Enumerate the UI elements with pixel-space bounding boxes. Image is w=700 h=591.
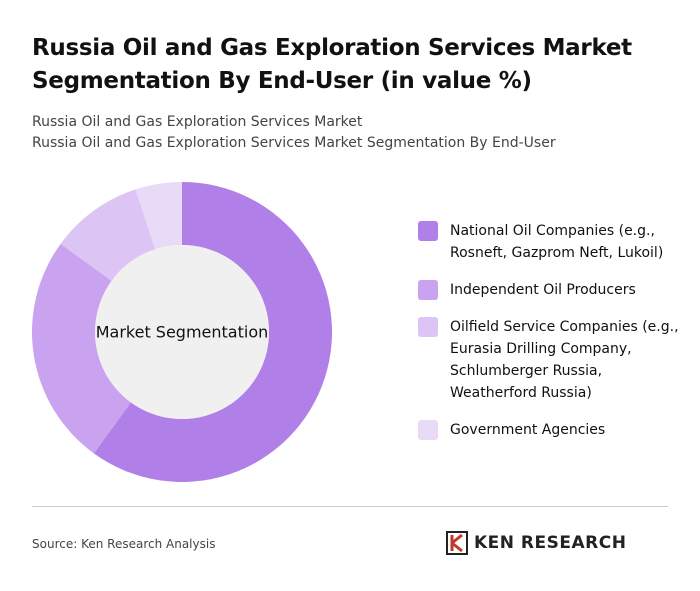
logo-icon <box>446 531 468 555</box>
legend-item: Oilfield Service Companies (e.g., Eurasi… <box>418 316 688 404</box>
donut-hole <box>95 245 269 419</box>
donut-slice <box>32 243 131 454</box>
donut-slice <box>93 182 332 482</box>
legend-label: National Oil Companies (e.g., Rosneft, G… <box>450 223 664 261</box>
source: Source: Ken Research Analysis <box>32 537 216 551</box>
legend-item: Government Agencies <box>418 419 688 441</box>
legend-swatch <box>418 317 438 337</box>
legend-swatch <box>418 221 438 241</box>
donut-slice <box>60 189 156 281</box>
logo-text: KEN RESEARCH <box>474 533 627 553</box>
divider <box>32 506 668 507</box>
subtitle: Russia Oil and Gas Exploration Services … <box>32 114 363 130</box>
center-label: Market Segmentation <box>96 323 269 342</box>
legend-item: Independent Oil Producers <box>418 279 688 301</box>
chart-title: Russia Oil and Gas Exploration Services … <box>32 35 632 94</box>
donut-chart: Market Segmentation <box>32 182 332 482</box>
donut-slice <box>135 182 182 250</box>
legend-label: Oilfield Service Companies (e.g., Eurasi… <box>450 319 679 401</box>
legend: National Oil Companies (e.g., Rosneft, G… <box>418 220 688 456</box>
legend-swatch <box>418 420 438 440</box>
legend-label: Government Agencies <box>450 422 606 438</box>
logo: KEN RESEARCH <box>446 531 626 555</box>
legend-label: Independent Oil Producers <box>450 282 636 298</box>
legend-item: National Oil Companies (e.g., Rosneft, G… <box>418 220 688 264</box>
legend-swatch <box>418 280 438 300</box>
subtitle: Russia Oil and Gas Exploration Services … <box>32 135 556 151</box>
